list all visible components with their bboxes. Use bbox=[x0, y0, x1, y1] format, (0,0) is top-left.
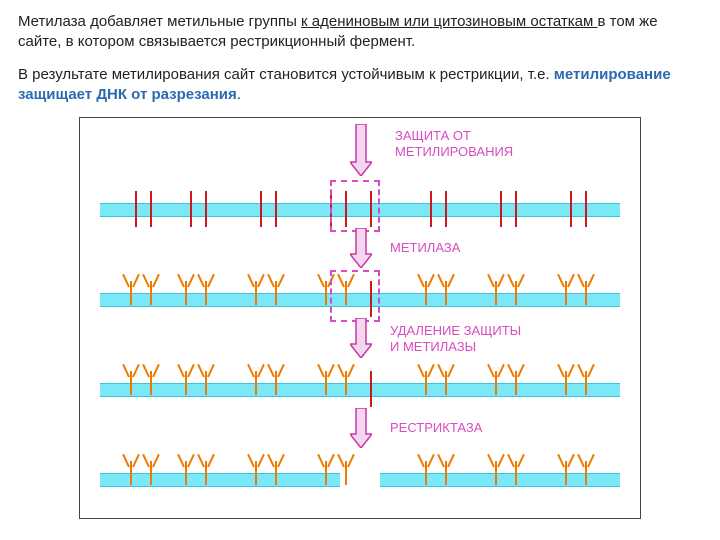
methyl-group-icon bbox=[143, 453, 159, 473]
diagram-container: ЗАЩИТА ОТ МЕТИЛИРОВАНИЯ МЕТИЛАЗА УДАЛЕНИЕ … bbox=[79, 117, 641, 519]
methyl-group-icon bbox=[178, 453, 194, 473]
methyl-group-icon bbox=[418, 273, 434, 293]
restriction-site-icon bbox=[190, 191, 192, 227]
step-label-protect: ЗАЩИТА ОТ МЕТИЛИРОВАНИЯ bbox=[395, 128, 513, 159]
p1-underline: к адениновым или цитозиновым остаткам bbox=[301, 13, 597, 30]
methyl-group-icon bbox=[508, 453, 524, 473]
methyl-group-icon bbox=[248, 273, 264, 293]
restriction-site-icon bbox=[275, 191, 277, 227]
methyl-group-icon bbox=[123, 273, 139, 293]
restriction-site-icon bbox=[135, 191, 137, 227]
restriction-site-icon bbox=[585, 191, 587, 227]
methyl-group-icon bbox=[558, 363, 574, 383]
methyl-group-icon bbox=[488, 273, 504, 293]
process-arrow-icon bbox=[350, 318, 372, 358]
dna-strand-cut-left bbox=[100, 473, 340, 487]
paragraph-1: Метилаза добавляет метильные группы к ад… bbox=[18, 12, 702, 53]
methyl-group-icon bbox=[318, 453, 334, 473]
process-arrow-icon bbox=[350, 228, 372, 268]
restriction-site-icon bbox=[150, 191, 152, 227]
restriction-site-icon bbox=[515, 191, 517, 227]
methyl-group-icon bbox=[558, 453, 574, 473]
p1-text-a: Метилаза добавляет метильные группы bbox=[18, 13, 301, 30]
restriction-site-icon bbox=[570, 191, 572, 227]
methyl-group-icon bbox=[248, 363, 264, 383]
methyl-group-icon bbox=[268, 453, 284, 473]
methyl-group-icon bbox=[123, 453, 139, 473]
methyl-group-icon bbox=[578, 363, 594, 383]
methyl-group-icon bbox=[418, 453, 434, 473]
p2-text-b: . bbox=[237, 86, 241, 103]
methyl-group-icon bbox=[198, 363, 214, 383]
protected-site-box bbox=[330, 180, 380, 232]
step-label-methylase: МЕТИЛАЗА bbox=[390, 240, 460, 256]
methyl-group-icon bbox=[438, 363, 454, 383]
dna-strand-cut-right bbox=[380, 473, 620, 487]
restriction-site-icon bbox=[445, 191, 447, 227]
methyl-group-icon bbox=[508, 363, 524, 383]
dna-strand-3 bbox=[100, 383, 620, 397]
methyl-group-icon bbox=[488, 363, 504, 383]
methyl-group-icon bbox=[438, 273, 454, 293]
methyl-group-icon bbox=[198, 453, 214, 473]
restriction-site-icon bbox=[260, 191, 262, 227]
process-arrow-icon bbox=[350, 124, 372, 176]
methyl-group-icon bbox=[143, 273, 159, 293]
methyl-group-icon bbox=[178, 363, 194, 383]
step-label-restrictase: РЕСТРИКТАЗА bbox=[390, 420, 482, 436]
process-arrow-icon bbox=[350, 408, 372, 448]
p2-text-a: В результате метилирования сайт становит… bbox=[18, 66, 554, 83]
methyl-group-icon bbox=[268, 363, 284, 383]
methyl-group-icon bbox=[338, 363, 354, 383]
paragraph-2: В результате метилирования сайт становит… bbox=[18, 65, 702, 106]
methyl-group-icon bbox=[198, 273, 214, 293]
methyl-group-icon bbox=[578, 453, 594, 473]
methyl-group-icon bbox=[248, 453, 264, 473]
methyl-group-icon bbox=[438, 453, 454, 473]
methyl-group-icon bbox=[268, 273, 284, 293]
restriction-site-icon bbox=[430, 191, 432, 227]
methyl-group-icon bbox=[318, 363, 334, 383]
methyl-group-icon bbox=[488, 453, 504, 473]
methyl-group-icon bbox=[178, 273, 194, 293]
methyl-group-icon bbox=[338, 453, 354, 473]
methyl-group-icon bbox=[123, 363, 139, 383]
methyl-group-icon bbox=[418, 363, 434, 383]
restriction-site-icon bbox=[205, 191, 207, 227]
restriction-site-icon bbox=[500, 191, 502, 227]
step-label-remove: УДАЛЕНИЕ ЗАЩИТЫ И МЕТИЛАЗЫ bbox=[390, 323, 521, 354]
protected-site-box bbox=[330, 270, 380, 322]
restriction-site-icon bbox=[370, 371, 372, 407]
methyl-group-icon bbox=[143, 363, 159, 383]
methyl-group-icon bbox=[578, 273, 594, 293]
methyl-group-icon bbox=[508, 273, 524, 293]
methyl-group-icon bbox=[558, 273, 574, 293]
